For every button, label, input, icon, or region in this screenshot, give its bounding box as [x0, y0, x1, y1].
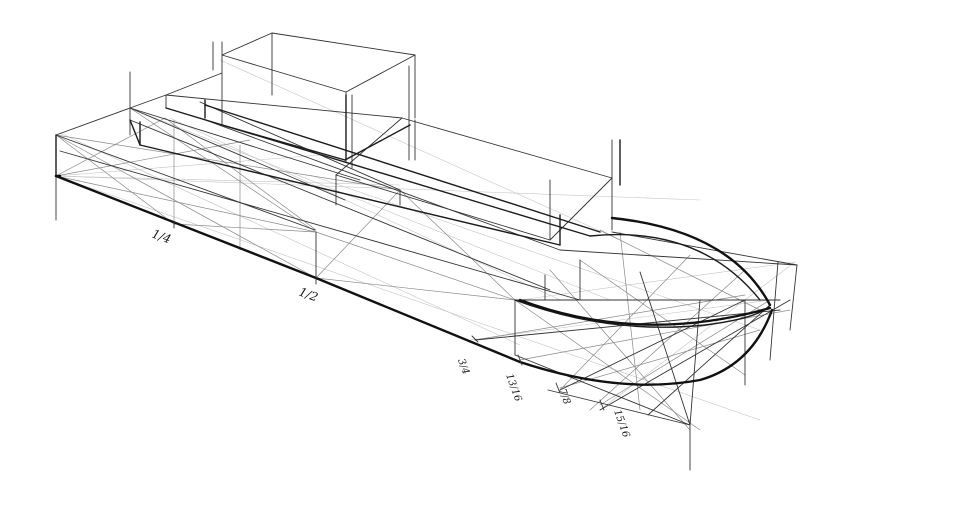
label-seven-eighths: 7/8: [556, 387, 572, 406]
station-labels: 1/4 1/2 3/4 13/16 7/8 15/16: [150, 227, 632, 440]
guide-lines: [55, 107, 791, 431]
hull-outline: [54, 134, 774, 386]
label-thirteen-sixteenths: 13/16: [503, 372, 523, 403]
label-half: 1/2: [297, 285, 320, 305]
station-ticks: [173, 221, 605, 411]
label-quarter: 1/4: [150, 227, 173, 247]
structure-lines: [55, 32, 798, 471]
label-fifteen-sixteenths: 15/16: [611, 408, 631, 439]
main-outline: [129, 94, 771, 328]
label-three-quarters: 3/4: [455, 357, 471, 376]
